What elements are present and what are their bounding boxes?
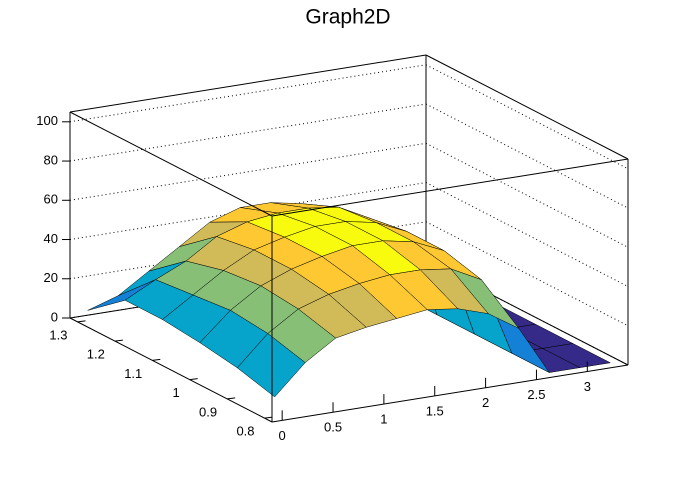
y-tick-label: 1.2 [87, 347, 105, 362]
box-edge [69, 111, 273, 217]
x-tick-label: 2.5 [527, 387, 545, 402]
grid-line [69, 64, 427, 123]
y-tick-label: 1.3 [49, 327, 67, 342]
x-tick-label: 1 [380, 412, 387, 427]
chart-title: Graph2D [305, 6, 390, 29]
x-tick-label: 1.5 [426, 403, 444, 418]
grid-line [425, 64, 629, 170]
z-tick-label: 60 [44, 192, 58, 207]
y-tick-label: 0.9 [199, 404, 217, 419]
grid-line [425, 103, 629, 209]
x-axis [271, 364, 629, 423]
x-tick-label: 0.5 [324, 420, 342, 435]
y-tick-label: 0.8 [236, 424, 254, 439]
box-edge [69, 54, 427, 113]
y-axis [69, 317, 273, 423]
grid-line [425, 142, 629, 248]
box-edge [425, 54, 629, 160]
x-tick-label: 2 [482, 395, 489, 410]
tick-mark [264, 416, 273, 419]
tick-mark [152, 358, 161, 361]
z-tick-label: 80 [44, 152, 58, 167]
z-tick-label: 0 [51, 309, 58, 324]
z-tick-label: 100 [36, 113, 58, 128]
z-tick-label: 20 [44, 270, 58, 285]
y-tick-label: 1 [172, 385, 179, 400]
tick-mark [77, 320, 86, 323]
grid-line [69, 103, 427, 162]
tick-mark [189, 378, 198, 381]
grid-line [69, 142, 427, 201]
x-tick-label: 3 [584, 379, 591, 394]
tick-mark [227, 397, 236, 400]
tick-mark [114, 339, 123, 342]
surface-cell [236, 333, 306, 398]
z-tick-label: 40 [44, 231, 58, 246]
box-edge [271, 158, 629, 217]
y-tick-label: 1.1 [124, 366, 142, 381]
x-tick-label: 0 [279, 428, 286, 443]
